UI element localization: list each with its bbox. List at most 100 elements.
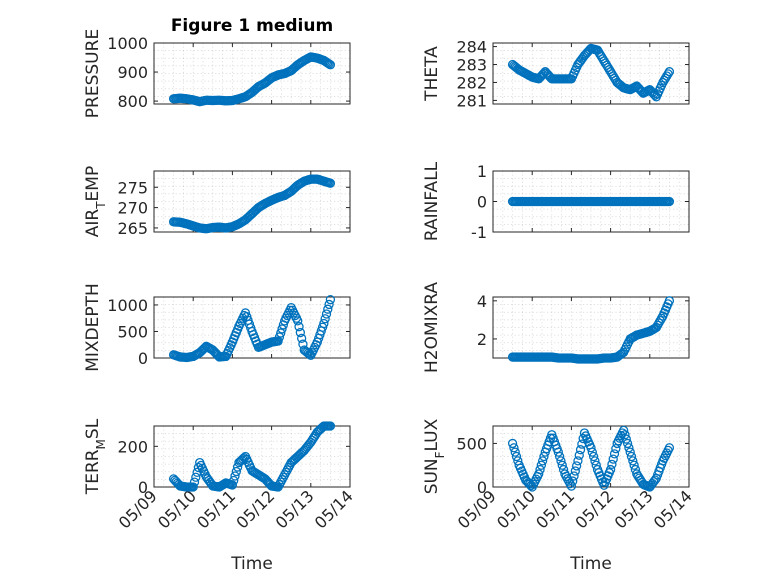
- data-point: [320, 314, 330, 324]
- data-point: [587, 447, 597, 457]
- y-tick-label: -1: [471, 223, 487, 242]
- data-point: [605, 464, 616, 475]
- x-tick-label: 05/14: [311, 486, 357, 532]
- y-axis-label: THETA: [422, 46, 442, 102]
- data-series: [168, 174, 336, 234]
- y-tick-label: 1000: [107, 296, 148, 315]
- y-tick-label: 0: [477, 478, 487, 497]
- data-series: [507, 425, 675, 492]
- y-tick-label: 900: [117, 63, 148, 82]
- data-point: [650, 475, 660, 485]
- y-tick-label: 281: [456, 91, 487, 110]
- data-point: [325, 295, 336, 305]
- data-point: [625, 447, 635, 457]
- data-point: [230, 471, 240, 481]
- y-tick-label: 2: [477, 330, 487, 349]
- y-tick-label: 270: [117, 199, 148, 218]
- data-point: [325, 178, 336, 188]
- data-point: [571, 461, 582, 471]
- data-point: [321, 309, 332, 319]
- data-point: [323, 58, 333, 68]
- data-point: [619, 425, 629, 436]
- data-point: [297, 333, 307, 344]
- y-tick-label: 0: [138, 478, 148, 497]
- subplot-sun-flux: 050005/0905/1005/1105/1205/1305/14SUNFLU…: [422, 418, 696, 574]
- y-tick-label: 0: [138, 349, 148, 368]
- y-axis-label: RAINFALL: [422, 161, 442, 241]
- data-series: [507, 43, 675, 102]
- data-point: [293, 316, 303, 326]
- y-tick-label: 283: [456, 56, 487, 75]
- x-tick-label: 05/10: [154, 486, 200, 532]
- x-tick-label: 05/13: [272, 486, 318, 532]
- data-point: [608, 454, 618, 464]
- y-tick-label: 200: [117, 437, 148, 456]
- data-point: [534, 469, 544, 479]
- subplot-terr-msl: 020005/0905/1005/1105/1205/1305/14TERRMS…: [83, 418, 357, 574]
- data-point: [539, 68, 549, 78]
- x-tick-label: 05/12: [571, 486, 617, 532]
- data-point: [295, 327, 305, 338]
- data-point: [569, 471, 579, 481]
- data-point: [622, 438, 633, 449]
- data-point: [654, 318, 664, 328]
- data-point: [651, 322, 661, 333]
- data-point: [510, 447, 520, 457]
- data-point: [274, 332, 285, 342]
- data-point: [231, 466, 241, 477]
- data-point: [620, 430, 630, 440]
- data-point: [655, 315, 665, 326]
- data-point: [573, 456, 583, 466]
- data-point: [609, 449, 620, 459]
- data-series: [507, 296, 675, 364]
- data-point: [273, 336, 283, 346]
- y-tick-label: 800: [117, 92, 148, 111]
- y-axis-label: TERRMSL: [83, 418, 108, 495]
- y-axis-label: SUNFLUX: [422, 418, 447, 494]
- x-tick-label: 05/13: [611, 486, 657, 532]
- data-point: [664, 296, 675, 306]
- data-point: [188, 482, 198, 492]
- data-point: [628, 456, 638, 466]
- y-axis-label: PRESSURE: [83, 29, 103, 118]
- data-point: [509, 443, 519, 453]
- data-point: [319, 318, 329, 329]
- data-point: [189, 477, 200, 487]
- x-tick-label: 05/10: [493, 486, 539, 532]
- data-point: [553, 447, 563, 457]
- data-point: [664, 443, 675, 453]
- data-point: [664, 196, 675, 207]
- y-tick-label: 284: [456, 38, 487, 57]
- x-axis-label: Time: [230, 554, 273, 574]
- y-tick-label: 1: [477, 162, 487, 181]
- data-point: [575, 445, 586, 455]
- data-point: [557, 460, 567, 470]
- y-tick-label: 4: [477, 292, 487, 311]
- y-tick-label: 0: [477, 193, 487, 212]
- y-tick-label: 500: [117, 322, 148, 341]
- data-point: [624, 443, 634, 453]
- data-point: [586, 443, 596, 453]
- data-series: [168, 421, 336, 492]
- x-axis-label: Time: [569, 554, 612, 574]
- data-point: [590, 456, 600, 466]
- data-point: [325, 60, 336, 70]
- data-point: [325, 421, 336, 431]
- x-tick-label: 05/11: [193, 486, 239, 532]
- data-point: [554, 451, 565, 462]
- data-point: [607, 459, 617, 469]
- y-tick-label: 265: [117, 219, 148, 238]
- y-tick-label: 282: [456, 73, 487, 92]
- data-point: [524, 479, 535, 489]
- data-point: [303, 348, 313, 358]
- data-point: [664, 67, 675, 77]
- data-point: [629, 460, 639, 470]
- y-tick-label: 1000: [107, 34, 148, 53]
- data-point: [566, 481, 577, 491]
- data-point: [229, 475, 239, 486]
- data-point: [538, 69, 548, 80]
